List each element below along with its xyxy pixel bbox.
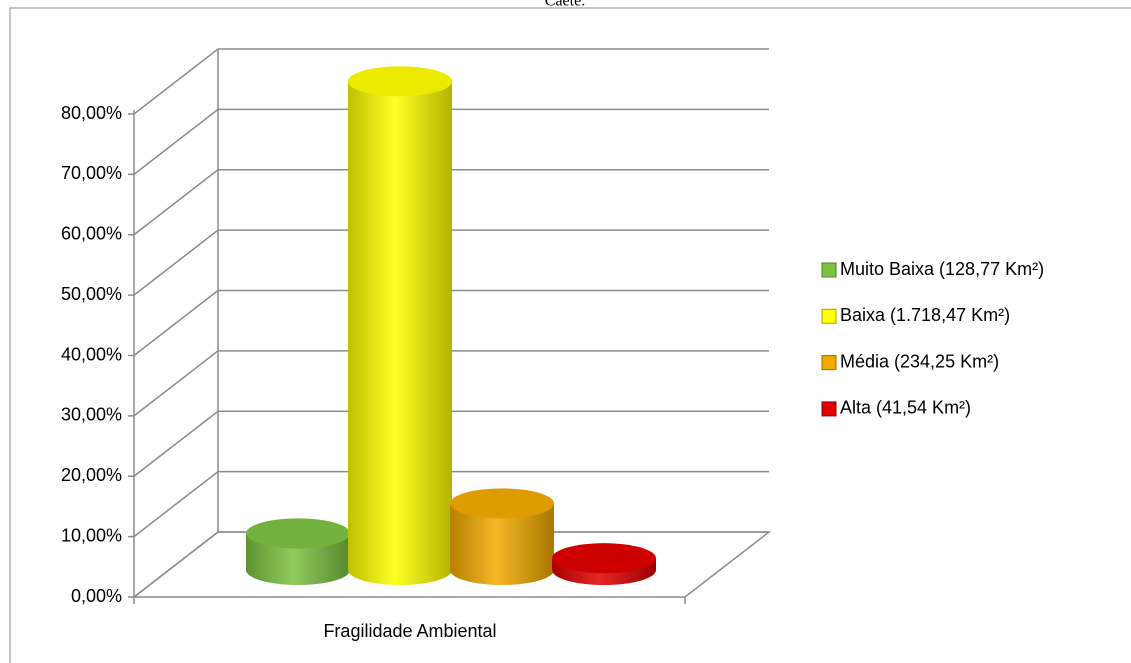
cylinder <box>552 543 656 585</box>
cylinder <box>348 66 452 585</box>
legend-label: Média (234,25 Km²) <box>840 351 999 371</box>
grid-line <box>133 470 769 538</box>
y-tick-label: 20,00% <box>61 465 122 485</box>
cylinder <box>450 488 554 585</box>
legend-swatch <box>821 308 837 324</box>
legend-swatch <box>821 262 837 278</box>
y-tick-label: 70,00% <box>61 163 122 183</box>
grid-line <box>133 169 769 236</box>
cylinder-body <box>450 503 554 585</box>
legend-swatch <box>821 355 837 371</box>
x-tick-label: Fragilidade Ambiental <box>323 621 496 641</box>
y-tick-label: 10,00% <box>61 525 122 545</box>
cylinder-top <box>552 543 656 574</box>
grid-line <box>133 48 769 115</box>
y-tick-label: 0,00% <box>71 586 122 606</box>
grid-line <box>133 108 769 175</box>
grid-line <box>133 350 769 417</box>
chart-title: Caeté. <box>545 0 585 10</box>
grid-line <box>133 410 769 477</box>
grid-line <box>133 289 769 357</box>
y-tick-label: 60,00% <box>61 224 122 244</box>
legend-label: Alta (41,54 Km²) <box>840 398 971 418</box>
grid-line <box>133 531 769 598</box>
cylinder-body <box>348 81 452 585</box>
y-tick-label: 80,00% <box>61 103 122 123</box>
cylinder <box>246 518 350 585</box>
legend-label: Muito Baixa (128,77 Km²) <box>840 259 1044 279</box>
legend-swatch <box>821 401 837 417</box>
y-tick-label: 30,00% <box>61 405 122 425</box>
cylinder-top <box>246 518 350 549</box>
y-tick-label: 40,00% <box>61 344 122 364</box>
cylinder-top <box>348 66 452 97</box>
cylinder-top <box>450 488 554 519</box>
chart-border <box>9 7 1131 663</box>
grid-line <box>133 229 769 296</box>
y-tick-label: 50,00% <box>61 284 122 304</box>
legend-label: Baixa (1.718,47 Km²) <box>840 305 1010 325</box>
